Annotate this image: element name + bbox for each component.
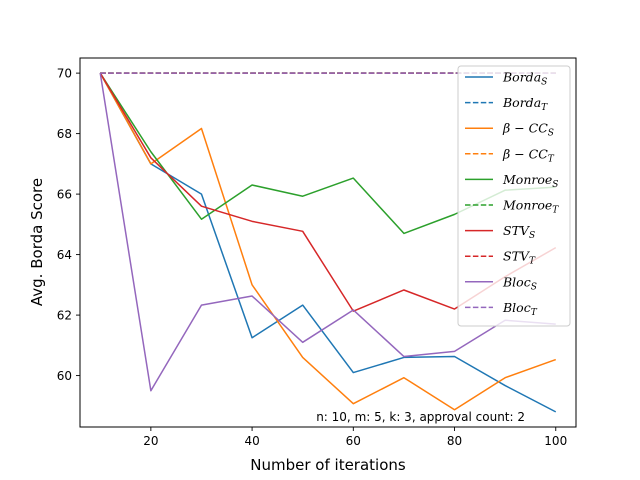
y-tick-label: 64 (57, 248, 72, 262)
x-tick-label: 20 (143, 434, 158, 448)
legend: BordaS BordaT β − CCS β − CCT MonroeS MonroeT… (457, 65, 571, 327)
legend-label: β − CCS (502, 121, 554, 139)
legend-label: BordaT (502, 95, 548, 113)
legend-label: BlocT (502, 300, 538, 318)
chart-annotation: n: 10, m: 5, k: 3, approval count: 2 (316, 410, 525, 424)
series-line-bloc-s (99, 73, 556, 392)
x-tick-label: 100 (544, 434, 567, 448)
legend-label: β − CCT (502, 146, 555, 164)
x-tick-label: 40 (244, 434, 259, 448)
series-line-cc-s (99, 72, 557, 411)
legend-label: MonroeT (502, 198, 559, 216)
y-axis-label: Avg. Borda Score (28, 178, 46, 306)
legend-label: BlocS (502, 274, 537, 292)
y-tick-label: 66 (57, 188, 72, 202)
plot-frame (79, 57, 577, 428)
y-tick-label: 70 (57, 67, 72, 81)
y-tick-label: 60 (57, 369, 72, 383)
legend-label: MonroeS (502, 172, 558, 190)
y-tick-label: 62 (57, 309, 72, 323)
x-tick-label: 60 (346, 434, 361, 448)
legend-label: STVS (503, 223, 535, 241)
legend-label: STVT (503, 249, 536, 267)
x-tick-label: 80 (447, 434, 462, 448)
series-line-borda-s (99, 72, 557, 413)
legend-box (457, 65, 571, 327)
legend-label: BordaS (502, 70, 547, 88)
ticks-layer: 20 40 60 80 100 60 62 64 66 68 70 (57, 67, 567, 448)
x-axis-label: Number of iterations (250, 456, 406, 474)
y-tick-label: 68 (57, 127, 72, 141)
